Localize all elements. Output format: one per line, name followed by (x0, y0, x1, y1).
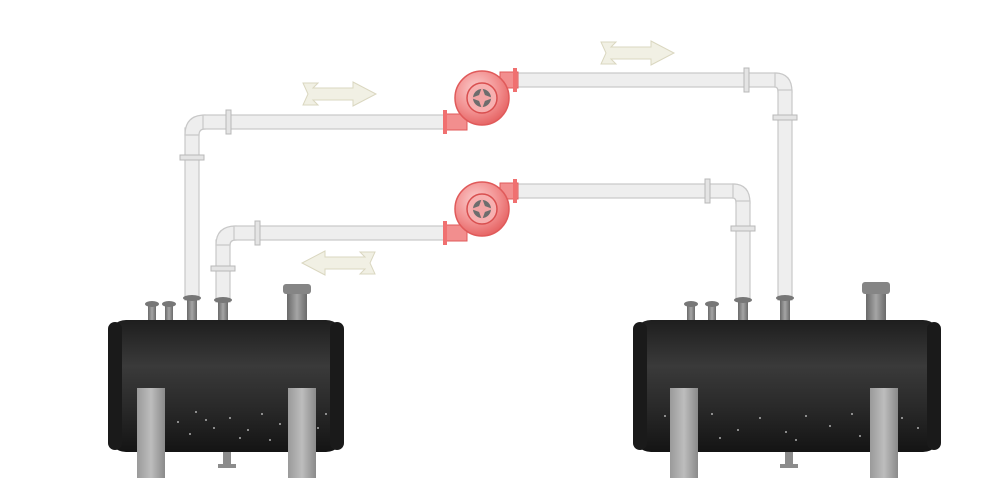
nozzle (165, 304, 173, 322)
flow-arrow-right-icon (600, 40, 676, 66)
lower-pipe-suction-run (514, 183, 736, 199)
upper-pipe-left-riser (184, 127, 200, 301)
nozzle-cap (162, 301, 176, 307)
nozzle-cap (776, 295, 794, 301)
flow-arrow-left-icon (300, 250, 376, 276)
flow-arrows (300, 40, 676, 276)
lower-pump-outlet-flange (513, 179, 517, 203)
nozzle (738, 300, 748, 322)
left-tank-saddle (288, 388, 316, 478)
flow-arrow-right-icon (302, 81, 378, 107)
lower-pipe-right-riser (735, 200, 751, 302)
nozzle (148, 304, 156, 322)
upper-pipe-left-elbow (184, 114, 206, 136)
lower-pump (443, 179, 519, 245)
left-tank-nozzles (145, 284, 311, 322)
left-tank (108, 284, 344, 478)
left-tank-drain (223, 452, 231, 466)
lower-pump-inlet-flange (443, 221, 447, 245)
right-tank-drain-cap (780, 464, 798, 468)
right-tank-nozzles (684, 282, 890, 322)
nozzle-cap (705, 301, 719, 307)
upper-pump (443, 68, 519, 134)
lower-pipe-left-elbow (215, 225, 237, 246)
flange (179, 154, 205, 161)
left-tank-saddle (137, 388, 165, 478)
right-tank-saddle (670, 388, 698, 478)
left-tank-body (108, 320, 344, 452)
lower-pump-impeller-cross-icon (471, 198, 493, 220)
flange (730, 225, 756, 232)
upper-pump-outlet-flange (513, 68, 517, 92)
upper-pipe-right-elbow (774, 72, 793, 93)
lower-pipe-right-elbow (732, 183, 751, 204)
flange (254, 220, 261, 246)
nozzle (780, 298, 790, 322)
manhole (287, 292, 307, 320)
flange (210, 265, 236, 272)
nozzle-cap (183, 295, 201, 301)
upper-pipe-discharge-run (514, 72, 778, 88)
nozzle-cap (684, 301, 698, 307)
nozzle (218, 300, 228, 322)
nozzle-cap (214, 297, 232, 303)
pipe-flanges (179, 67, 798, 272)
upper-pipe-line (184, 72, 793, 301)
nozzle (687, 304, 695, 322)
manhole-cap (283, 284, 311, 294)
manhole (866, 292, 886, 320)
flange (704, 178, 711, 204)
right-tank (633, 282, 941, 478)
upper-pump-impeller-cross-icon (471, 87, 493, 109)
nozzle-cap (145, 301, 159, 307)
upper-pipe-right-riser (777, 89, 793, 301)
flange (225, 109, 232, 135)
left-tank-end-cap-left (108, 322, 122, 450)
right-tank-end-cap-right (927, 322, 941, 450)
lower-pipe-discharge-run (233, 225, 447, 241)
upper-pump-inlet-flange (443, 110, 447, 134)
left-tank-drain-cap (218, 464, 236, 468)
nozzle (187, 298, 197, 322)
flange (772, 114, 798, 121)
right-tank-body (633, 320, 941, 452)
right-tank-end-cap-left (633, 322, 647, 450)
right-tank-saddle (870, 388, 898, 478)
right-tank-drain (785, 452, 793, 466)
manhole-cap (862, 282, 890, 294)
upper-pipe-suction-run (202, 114, 446, 130)
flange (743, 67, 750, 93)
nozzle-cap (734, 297, 752, 303)
left-tank-end-cap-right (330, 322, 344, 450)
nozzle (708, 304, 716, 322)
